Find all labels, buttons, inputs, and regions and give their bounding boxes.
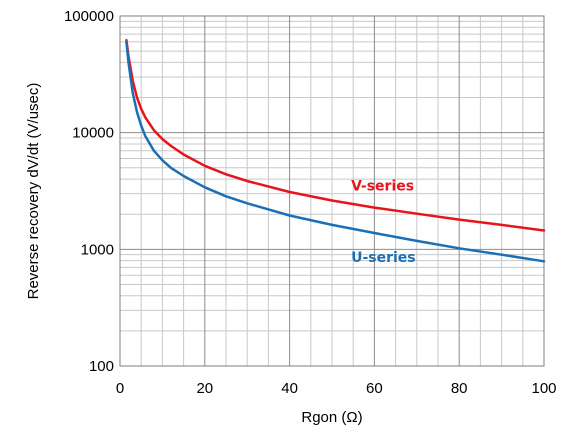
- series-layer: [125, 38, 546, 263]
- x-tick-label: 80: [451, 380, 468, 397]
- plot-frame: [119, 15, 545, 367]
- x-tick-label: 60: [366, 380, 383, 397]
- series-line-0: [125, 38, 546, 232]
- series-line-1: [125, 40, 546, 263]
- x-tick-label: 20: [196, 380, 213, 397]
- x-tick-labels: 0 20 40 60 80 100: [116, 380, 557, 397]
- grid-minor: [120, 16, 544, 366]
- x-tick-label: 0: [116, 380, 124, 397]
- y-tick-label: 100: [89, 358, 114, 375]
- y-tick-label: 100000: [64, 8, 114, 25]
- y-tick-label: 1000: [81, 241, 114, 258]
- series-label-v: V-series: [351, 178, 414, 194]
- y-axis-title: Reverse recovery dV/dt (V/usec): [25, 83, 42, 300]
- y-tick-labels: 100 1000 10000 100000: [64, 8, 114, 375]
- x-tick-label: 100: [531, 380, 556, 397]
- x-axis-title: Rgon (Ω): [301, 409, 362, 426]
- y-tick-label: 10000: [72, 125, 114, 142]
- grid-major: [120, 16, 544, 366]
- x-tick-label: 40: [281, 380, 298, 397]
- series-label-u: U-series: [351, 250, 416, 266]
